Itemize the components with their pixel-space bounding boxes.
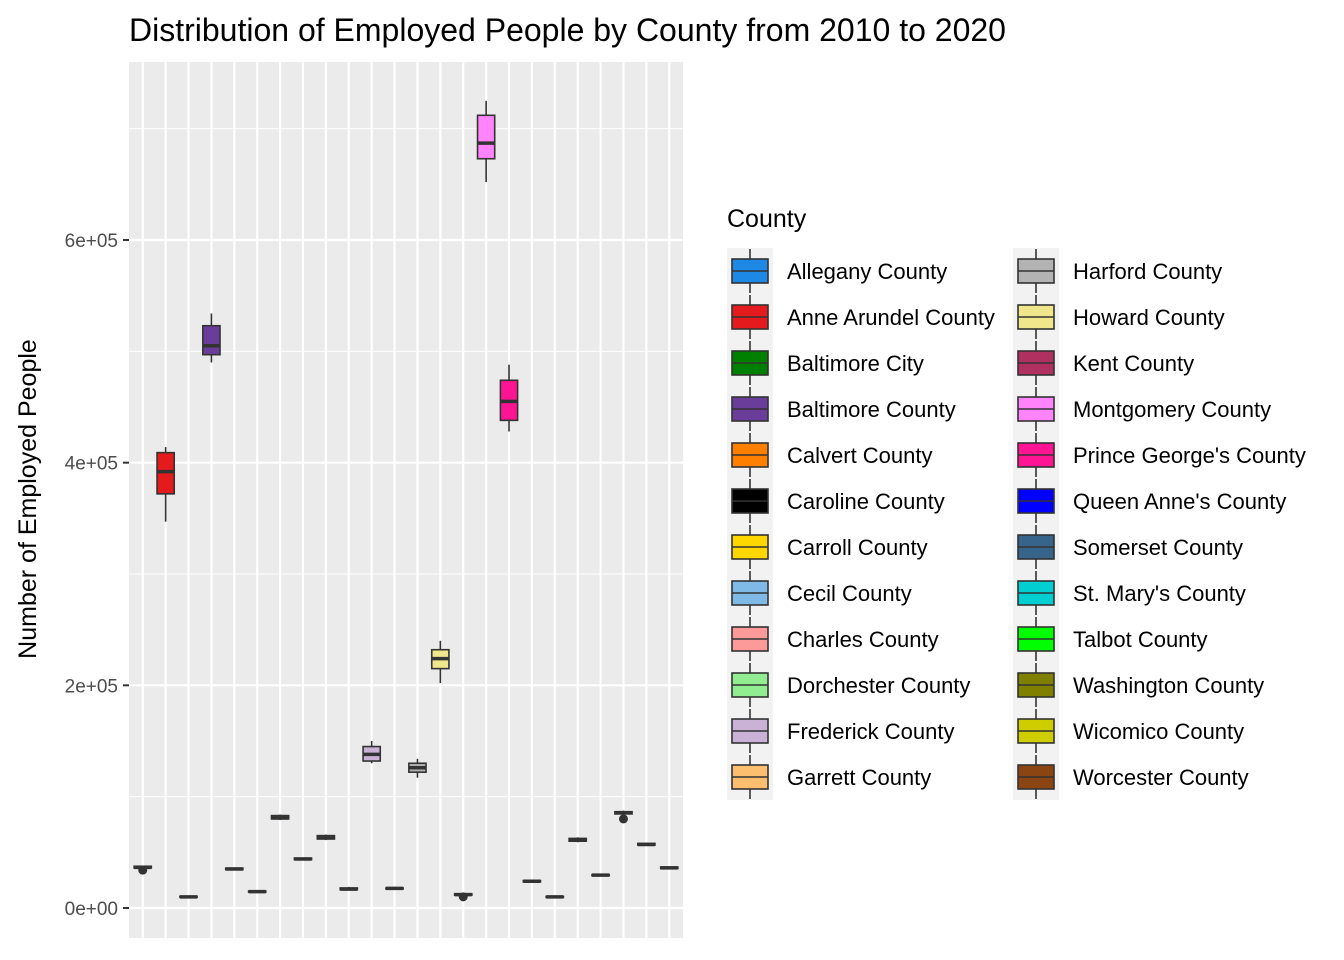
legend-item-queen-anne-s-county: Queen Anne's County [1017, 479, 1286, 523]
legend-item-baltimore-city: Baltimore City [731, 341, 924, 385]
legend-label: Dorchester County [787, 673, 970, 698]
legend-label: Prince George's County [1073, 443, 1306, 468]
legend-item-baltimore-county: Baltimore County [731, 387, 956, 431]
boxes [133, 100, 679, 902]
legend-item-washington-county: Washington County [1017, 663, 1264, 707]
legend-label: Harford County [1073, 259, 1222, 284]
outlier-point [618, 814, 628, 824]
box-talbot-county [591, 873, 610, 877]
plot-panel [129, 62, 683, 938]
legend-label: Queen Anne's County [1073, 489, 1286, 514]
legend-label: Garrett County [787, 765, 931, 790]
box-somerset-county [545, 895, 565, 899]
box-frederick-county [362, 741, 382, 764]
legend-key-background [727, 248, 773, 800]
outlier-point [458, 892, 468, 902]
box-calvert-county [224, 867, 244, 871]
legend-item-anne-arundel-county: Anne Arundel County [731, 295, 995, 339]
box-garrett-county [385, 886, 404, 891]
legend-label: Baltimore County [787, 397, 956, 422]
legend-label: Kent County [1073, 351, 1194, 376]
legend-item-montgomery-county: Montgomery County [1017, 387, 1271, 431]
legend-label: Somerset County [1073, 535, 1243, 560]
legend-item-charles-county: Charles County [731, 617, 939, 661]
legend-label: Talbot County [1073, 627, 1208, 652]
box-montgomery-county [476, 100, 496, 183]
legend-label: Anne Arundel County [787, 305, 995, 330]
chart-title: Distribution of Employed People by Count… [129, 12, 1006, 48]
box-harford-county [408, 758, 427, 778]
y-tick-label: 2e+05 [65, 676, 118, 697]
box-carroll-county [270, 814, 290, 821]
box-worcester-county [659, 866, 679, 870]
legend-item-carroll-county: Carroll County [731, 525, 928, 569]
legend-item-worcester-county: Worcester County [1017, 755, 1249, 799]
legend-item-wicomico-county: Wicomico County [1017, 709, 1244, 753]
legend-item-calvert-county: Calvert County [731, 433, 933, 477]
y-axis: 0e+00 2e+05 4e+05 6e+05 [65, 231, 129, 920]
legend-label: Montgomery County [1073, 397, 1271, 422]
legend-label: Howard County [1073, 305, 1225, 330]
box-prince-george-s-county [499, 364, 519, 432]
y-tick-label: 0e+00 [65, 899, 118, 920]
legend-label: Baltimore City [787, 351, 924, 376]
box-washington-county [614, 810, 633, 824]
legend-item-kent-county: Kent County [1017, 341, 1194, 385]
box-charles-county [316, 834, 336, 841]
legend-label: St. Mary's County [1073, 581, 1246, 606]
legend-item-garrett-county: Garrett County [731, 755, 931, 799]
legend-item-allegany-county: Allegany County [731, 249, 947, 293]
box-body [202, 324, 221, 356]
y-axis-label: Number of Employed People [14, 339, 42, 659]
legend-label: Wicomico County [1073, 719, 1244, 744]
legend-label: Allegany County [787, 259, 947, 284]
y-tick-label: 4e+05 [65, 454, 118, 475]
legend-item-harford-county: Harford County [1017, 249, 1222, 293]
box-howard-county [430, 640, 450, 684]
box-caroline-county [247, 889, 267, 894]
box-dorchester-county [339, 886, 359, 891]
box-st-mary-s-county [568, 837, 588, 843]
legend-item-cecil-county: Cecil County [731, 571, 912, 615]
legend-label: Charles County [787, 627, 939, 652]
y-tick-label: 6e+05 [65, 231, 118, 252]
legend-label: Worcester County [1073, 765, 1249, 790]
legend-item-st-mary-s-county: St. Mary's County [1017, 571, 1246, 615]
box-allegany-county [133, 865, 153, 875]
legend-key-background [1013, 248, 1059, 800]
box-kent-county [453, 892, 473, 902]
legend-item-talbot-county: Talbot County [1017, 617, 1208, 661]
legend-item-howard-county: Howard County [1017, 295, 1225, 339]
legend-title: County [727, 205, 807, 233]
box-wicomico-county [636, 842, 656, 847]
box-queen-anne-s-county [522, 879, 542, 884]
legend-label: Washington County [1073, 673, 1264, 698]
legend: County Allegany County Anne Arundel Count… [727, 205, 1306, 800]
legend-label: Calvert County [787, 443, 933, 468]
legend-item-dorchester-county: Dorchester County [731, 663, 970, 707]
box-anne-arundel-county [156, 447, 176, 522]
box-body [476, 114, 496, 160]
outlier-point [138, 865, 148, 875]
legend-label: Carroll County [787, 535, 928, 560]
box-baltimore-city [179, 895, 198, 899]
legend-item-frederick-county: Frederick County [731, 709, 955, 753]
legend-label: Frederick County [787, 719, 955, 744]
box-cecil-county [293, 857, 313, 861]
legend-item-caroline-county: Caroline County [731, 479, 945, 523]
box-baltimore-county [202, 313, 221, 363]
legend-label: Caroline County [787, 489, 945, 514]
legend-label: Cecil County [787, 581, 912, 606]
legend-item-prince-george-s-county: Prince George's County [1017, 433, 1306, 477]
legend-item-somerset-county: Somerset County [1017, 525, 1243, 569]
